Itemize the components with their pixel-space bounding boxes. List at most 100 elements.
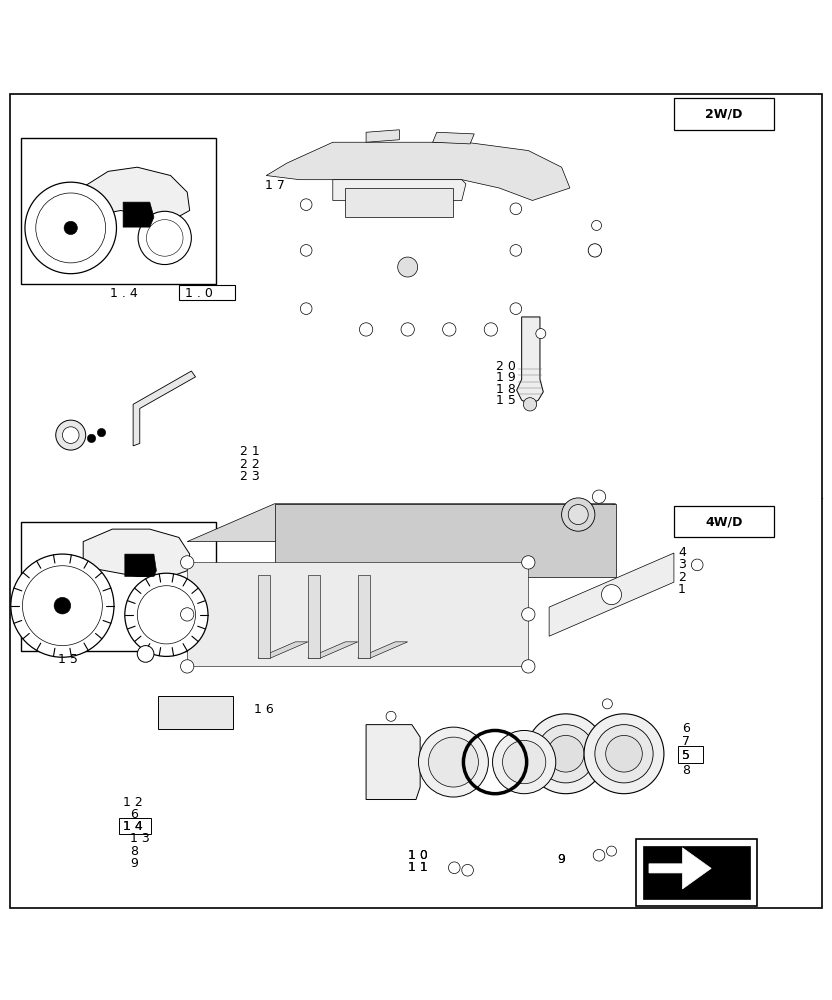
Circle shape [62,427,79,443]
Polygon shape [83,529,190,577]
Circle shape [125,573,208,656]
Circle shape [56,420,86,450]
Circle shape [547,735,584,772]
Circle shape [503,740,546,784]
Circle shape [398,257,418,277]
Polygon shape [643,846,750,899]
Circle shape [300,303,312,314]
Text: 2 0: 2 0 [496,360,516,373]
Circle shape [510,203,522,215]
Circle shape [510,303,522,314]
Circle shape [300,199,312,210]
Circle shape [607,846,617,856]
Bar [674,98,774,130]
Polygon shape [358,642,408,658]
Text: 2 1: 2 1 [240,445,260,458]
Bar [21,138,216,284]
Text: 4: 4 [678,546,686,559]
Circle shape [606,735,642,772]
Circle shape [526,714,606,794]
Bar [636,839,757,906]
Polygon shape [308,575,320,658]
Polygon shape [241,317,532,342]
Bar [21,522,216,651]
Polygon shape [358,575,370,658]
Circle shape [462,864,473,876]
Bar [179,285,235,300]
Circle shape [510,245,522,256]
Polygon shape [258,642,308,658]
Circle shape [418,727,488,797]
Text: 2 3: 2 3 [240,470,260,483]
Circle shape [87,434,96,443]
Circle shape [522,660,535,673]
Circle shape [428,737,478,787]
Polygon shape [112,334,258,442]
Circle shape [54,597,71,614]
Text: 1 8: 1 8 [496,383,516,396]
Text: 1 2: 1 2 [123,796,143,809]
Text: 2W/D: 2W/D [706,107,742,120]
Text: 1 6: 1 6 [254,703,274,716]
Polygon shape [649,848,711,889]
Circle shape [448,862,460,874]
Text: 5: 5 [682,749,691,762]
Polygon shape [121,488,291,687]
Circle shape [146,220,183,256]
Polygon shape [133,371,196,446]
Text: 1: 1 [678,583,686,596]
Circle shape [568,505,588,525]
Circle shape [691,559,703,571]
Polygon shape [245,155,275,334]
Polygon shape [433,132,474,144]
Text: 9: 9 [557,853,565,866]
Polygon shape [258,575,270,658]
Polygon shape [187,504,616,542]
Polygon shape [366,725,420,800]
Circle shape [536,329,546,339]
Text: 7: 7 [682,735,691,748]
Polygon shape [275,504,616,577]
Text: 1 1: 1 1 [408,861,428,874]
Bar [119,818,151,834]
Polygon shape [79,167,190,221]
Circle shape [523,398,537,411]
Polygon shape [187,562,528,666]
Circle shape [484,323,498,336]
Polygon shape [333,180,466,200]
Circle shape [300,245,312,256]
Circle shape [522,556,535,569]
Circle shape [588,244,602,257]
Text: 1 . 0: 1 . 0 [185,287,213,300]
Polygon shape [123,202,154,227]
Circle shape [137,646,154,662]
Text: 4W/D: 4W/D [706,515,742,528]
Circle shape [181,556,194,569]
Text: 8: 8 [130,845,138,858]
Text: 1 5: 1 5 [496,394,516,407]
Circle shape [584,714,664,794]
Circle shape [592,220,602,230]
Polygon shape [517,317,543,404]
Text: 1 9: 1 9 [496,371,516,384]
Text: 9: 9 [130,857,137,870]
Circle shape [493,730,556,794]
Text: 1 0: 1 0 [408,849,428,862]
Bar [674,506,774,537]
Text: 5: 5 [682,749,691,762]
Polygon shape [549,553,674,636]
Polygon shape [125,554,156,577]
Text: 1 3: 1 3 [130,832,150,845]
Circle shape [36,193,106,263]
Text: 1 5: 1 5 [58,653,78,666]
Circle shape [137,586,196,644]
Text: 6: 6 [130,808,137,821]
Circle shape [602,699,612,709]
Polygon shape [266,142,570,200]
Polygon shape [158,696,233,729]
Circle shape [593,849,605,861]
Text: 2 2: 2 2 [240,458,260,471]
Circle shape [97,428,106,437]
Circle shape [11,554,114,657]
Circle shape [562,498,595,531]
